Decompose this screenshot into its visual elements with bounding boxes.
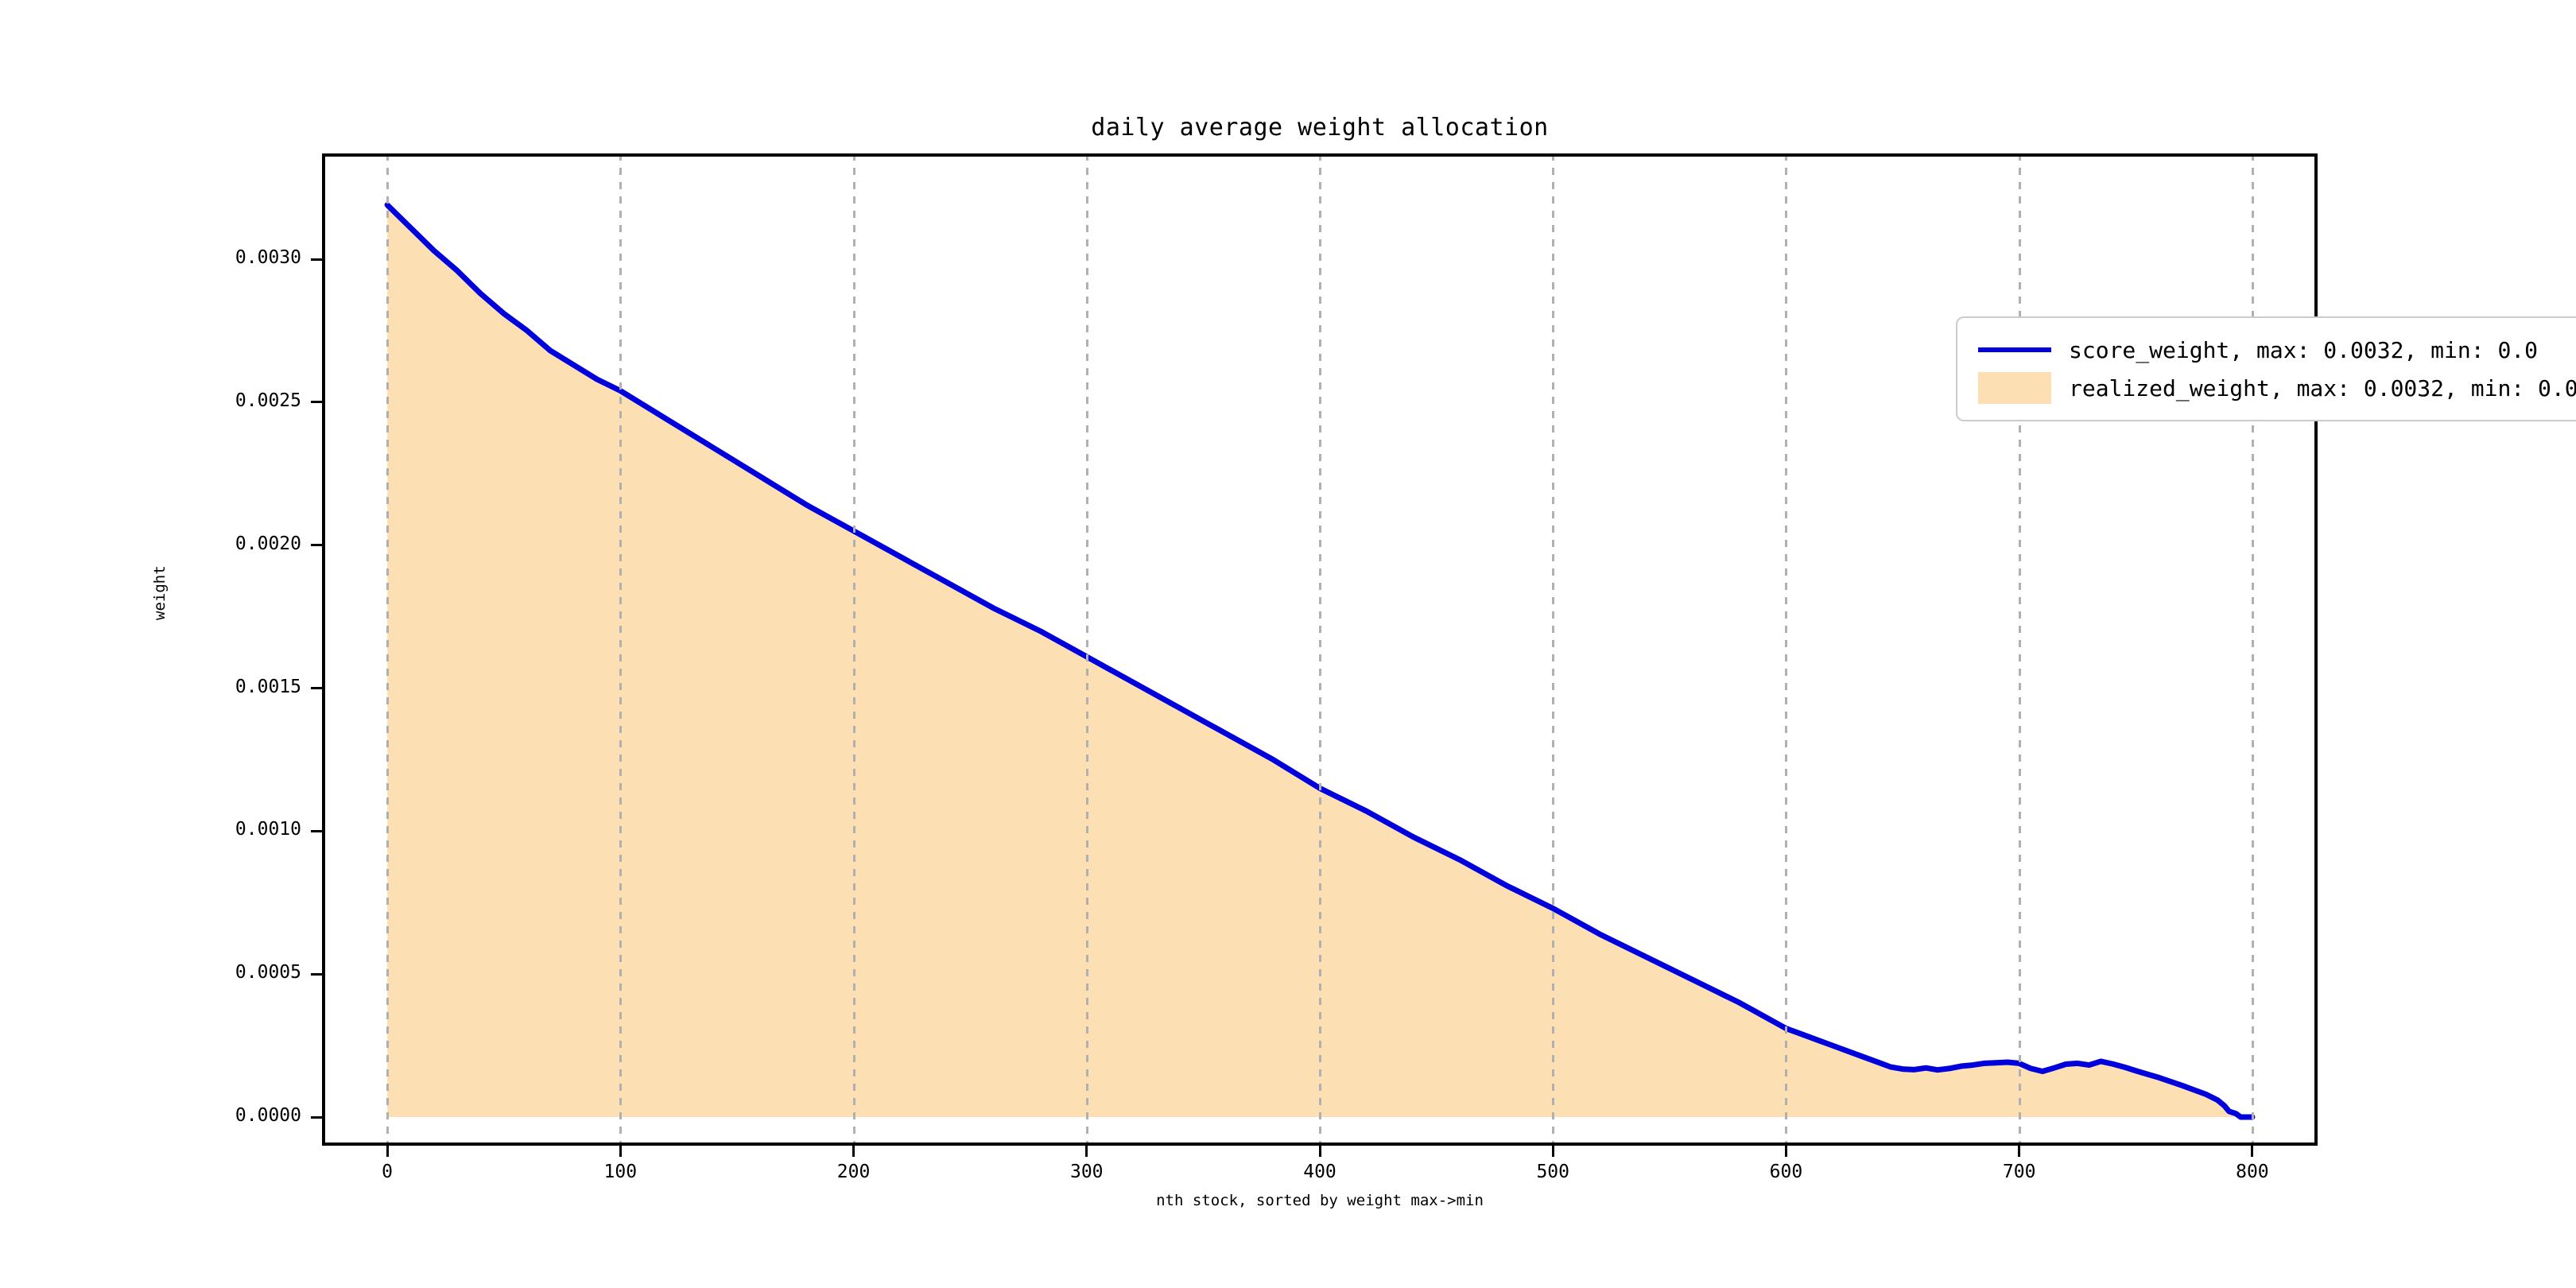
- x-tick-label-600: 600: [1769, 1162, 1803, 1182]
- gridline-x-0: [386, 153, 390, 1146]
- plot-area: 0.0000 0.0005 0.0010 0.0015 0.0020 0.0025 0.00…: [235, 153, 2576, 1182]
- score-weight-line: [384, 202, 2256, 1120]
- gridline-x-800: [2251, 153, 2254, 1146]
- x-tick-mark-300: [1085, 1146, 1088, 1157]
- x-tick-mark-700: [2018, 1146, 2021, 1157]
- y-axis-label: weight: [151, 565, 169, 620]
- axis-spine-top: [322, 153, 2318, 157]
- gridline-x-400: [1319, 153, 1321, 1146]
- chart-legend[interactable]: score_weight, max: 0.0032, min: 0.0 real…: [1956, 316, 2576, 421]
- y-tick-mark-0.0000: [311, 1115, 322, 1119]
- y-tick-mark-0.0010: [311, 829, 322, 832]
- axis-spine-right: [2314, 153, 2318, 1146]
- chart-title: daily average weight allocation: [1091, 114, 1549, 142]
- x-tick-mark-500: [1551, 1146, 1554, 1157]
- x-tick-mark-100: [619, 1146, 622, 1157]
- x-tick-mark-600: [1784, 1146, 1787, 1157]
- axis-spine-left: [322, 153, 325, 1146]
- x-tick-mark-200: [852, 1146, 855, 1157]
- y-tick-label-0.0020: 0.0020: [235, 533, 301, 554]
- y-tick-mark-0.0030: [311, 258, 322, 261]
- y-tick-mark-0.0020: [311, 544, 322, 547]
- y-tick-mark-0.0015: [311, 687, 322, 690]
- gridline-x-500: [1552, 153, 1555, 1146]
- x-tick-label-700: 700: [2002, 1162, 2036, 1182]
- y-tick-mark-0.0025: [311, 401, 322, 404]
- legend-item-score-weight[interactable]: score_weight, max: 0.0032, min: 0.0: [1972, 331, 2576, 369]
- y-tick-label-0.0005: 0.0005: [235, 962, 301, 983]
- gridline-x-300: [1085, 153, 1088, 1146]
- y-tick-label-0.0030: 0.0030: [235, 247, 301, 269]
- y-tick-label-0.0010: 0.0010: [235, 819, 301, 840]
- x-tick-mark-0: [386, 1146, 389, 1157]
- gridline-x-100: [619, 153, 623, 1146]
- legend-patch-swatch-icon: [1972, 369, 2058, 407]
- gridline-x-600: [1785, 153, 1788, 1146]
- x-tick-label-400: 400: [1303, 1162, 1336, 1182]
- y-tick-label-0.0015: 0.0015: [235, 676, 301, 697]
- x-tick-label-500: 500: [1536, 1162, 1569, 1182]
- x-tick-label-300: 300: [1069, 1162, 1104, 1182]
- y-tick-label-0.0025: 0.0025: [235, 390, 301, 411]
- gridline-x-200: [852, 153, 855, 1146]
- x-axis-label: nth stock, sorted by weight max->min: [1156, 1192, 1484, 1209]
- x-tick-mark-400: [1318, 1146, 1321, 1157]
- legend-label-realized-weight: realized_weight, max: 0.0032, min: 0.0: [2069, 374, 2576, 402]
- x-tick-label-0: 0: [382, 1162, 394, 1182]
- y-tick-label-0.0000: 0.0000: [235, 1105, 301, 1127]
- x-tick-label-100: 100: [603, 1162, 638, 1182]
- axis-spine-bottom: [322, 1143, 2318, 1146]
- y-tick-mark-0.0005: [311, 972, 322, 976]
- gridline-x-700: [2018, 153, 2021, 1146]
- legend-item-realized-weight[interactable]: realized_weight, max: 0.0032, min: 0.0: [1972, 369, 2576, 407]
- x-tick-label-200: 200: [836, 1162, 871, 1182]
- x-tick-mark-800: [2251, 1146, 2254, 1157]
- legend-line-swatch-icon: [1972, 331, 2058, 369]
- legend-label-score-weight: score_weight, max: 0.0032, min: 0.0: [2069, 336, 2539, 363]
- x-tick-label-800: 800: [2236, 1162, 2269, 1182]
